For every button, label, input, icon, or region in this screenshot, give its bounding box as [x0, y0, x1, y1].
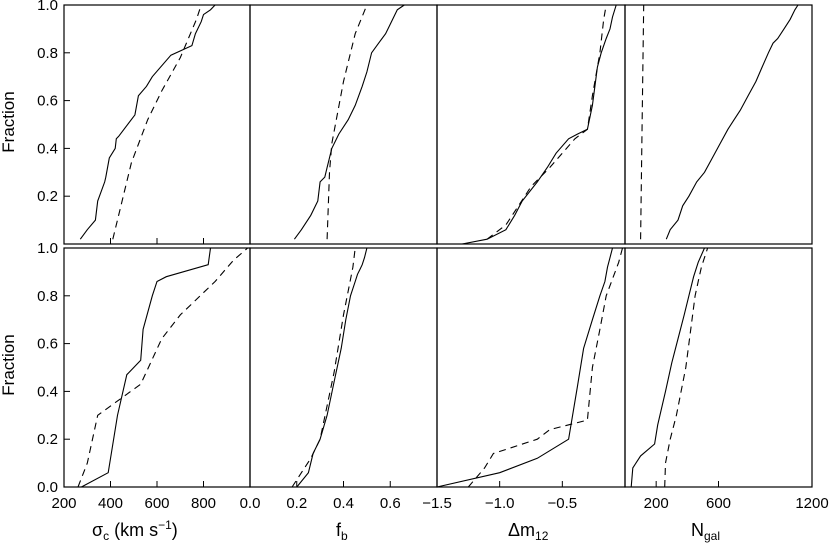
- panel-frame: [436, 247, 626, 488]
- x-tick-label: −0.5: [548, 495, 578, 512]
- x-tick-label: −1.0: [485, 495, 515, 512]
- y-tick-label: 0.8: [37, 288, 58, 305]
- panels: 0.2 0.4 0.6 0.8 1.0 0.0 0.2 0.4 0.6 0.8 1.0 200 400 6…: [37, 0, 829, 512]
- panel-frame: [249, 247, 438, 488]
- svg-text:Δm12: Δm12: [508, 520, 549, 543]
- y-axis-label-bottom: Fraction: [0, 334, 18, 395]
- x-axis-label-3: Δm12: [508, 520, 549, 543]
- x-axis-label-4: Ngal: [691, 520, 720, 543]
- y-tick-label: 0.4: [37, 140, 58, 157]
- svg-text:Ngal: Ngal: [691, 520, 720, 543]
- x-axis-label-2: fb: [336, 520, 348, 543]
- panel-frame: [63, 247, 251, 488]
- svg-text:fb: fb: [336, 520, 348, 543]
- x-tick-label: 1200: [795, 495, 828, 512]
- x-tick-label: 200: [644, 495, 669, 512]
- y-tick-label: 0.0: [37, 479, 58, 496]
- series-line-dashed: [640, 4, 645, 240]
- panel-bottom-2: 0.0 0.2 0.4 0.6: [240, 247, 438, 512]
- series-line-solid: [79, 4, 248, 240]
- x-tick-label: 0.4: [333, 495, 354, 512]
- series-line-dashed: [664, 247, 709, 488]
- series-line-solid: [81, 247, 212, 488]
- panel-top-1: 0.2 0.4 0.6 0.8 1.0: [37, 0, 251, 245]
- y-tick-label: 0.6: [37, 93, 58, 110]
- x-tick-label: 600: [144, 495, 169, 512]
- panel-top-2: [249, 4, 438, 245]
- panel-bottom-3: −1.5 −1.0 −0.5: [422, 247, 626, 512]
- y-axis-label-top: Fraction: [0, 91, 18, 152]
- y-tick-label: 1.0: [37, 0, 58, 14]
- y-tick-label: 0.2: [37, 431, 58, 448]
- panel-frame: [63, 4, 251, 245]
- panel-top-4: [624, 4, 813, 245]
- x-tick-label: 600: [706, 495, 731, 512]
- x-tick-label: 400: [98, 495, 123, 512]
- series-line-solid: [296, 247, 368, 488]
- panel-top-3: [436, 4, 626, 245]
- series-line-dashed: [77, 247, 249, 488]
- series-line-dashed: [291, 247, 356, 488]
- panel-frame: [624, 247, 813, 488]
- panel-frame: [624, 4, 813, 245]
- svg-text:σc (km s−1): σc (km s−1): [92, 518, 178, 543]
- x-tick-label: 800: [191, 495, 216, 512]
- series-line-solid: [293, 4, 405, 240]
- x-tick-label: 0.2: [286, 495, 307, 512]
- series-line-solid: [665, 4, 799, 240]
- series-line-dashed: [467, 247, 624, 488]
- x-tick-label: −1.5: [422, 495, 452, 512]
- panel-frame: [436, 4, 626, 245]
- x-tick-label: 0.6: [380, 495, 401, 512]
- series-line-solid: [461, 4, 617, 245]
- y-tick-label: 1.0: [37, 240, 58, 257]
- x-tick-label: 0.0: [240, 495, 261, 512]
- x-axis-label-1: σc (km s−1): [92, 518, 178, 543]
- series-line-dashed: [486, 4, 607, 240]
- y-tick-label: 0.4: [37, 383, 58, 400]
- y-tick-label: 0.6: [37, 336, 58, 353]
- x-tick-label: 200: [51, 495, 76, 512]
- panel-bottom-1: 0.0 0.2 0.4 0.6 0.8 1.0 200 400 600 800: [37, 240, 251, 512]
- panel-bottom-4: 200 600 1200: [624, 247, 829, 512]
- series-line-solid: [630, 247, 706, 488]
- y-tick-label: 0.2: [37, 188, 58, 205]
- y-tick-label: 0.8: [37, 45, 58, 62]
- panel-frame: [249, 4, 438, 245]
- series-line-dashed: [112, 4, 202, 240]
- series-line-solid: [436, 247, 614, 488]
